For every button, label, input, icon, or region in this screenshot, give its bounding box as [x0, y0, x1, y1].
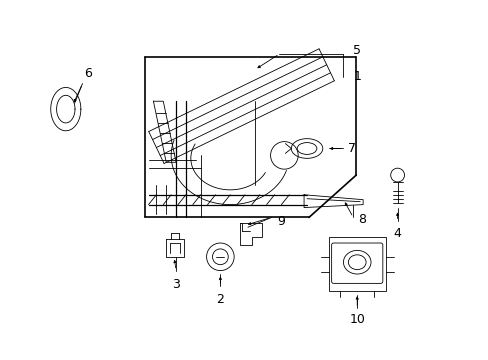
Text: 3: 3: [172, 278, 180, 292]
Text: 10: 10: [348, 313, 365, 326]
Text: 7: 7: [347, 142, 356, 155]
Text: 5: 5: [352, 44, 361, 57]
Text: 4: 4: [393, 227, 401, 240]
Text: 6: 6: [84, 67, 92, 80]
Text: 1: 1: [352, 70, 361, 83]
Text: 2: 2: [216, 293, 224, 306]
Text: 9: 9: [277, 215, 285, 228]
Text: 8: 8: [358, 213, 366, 226]
